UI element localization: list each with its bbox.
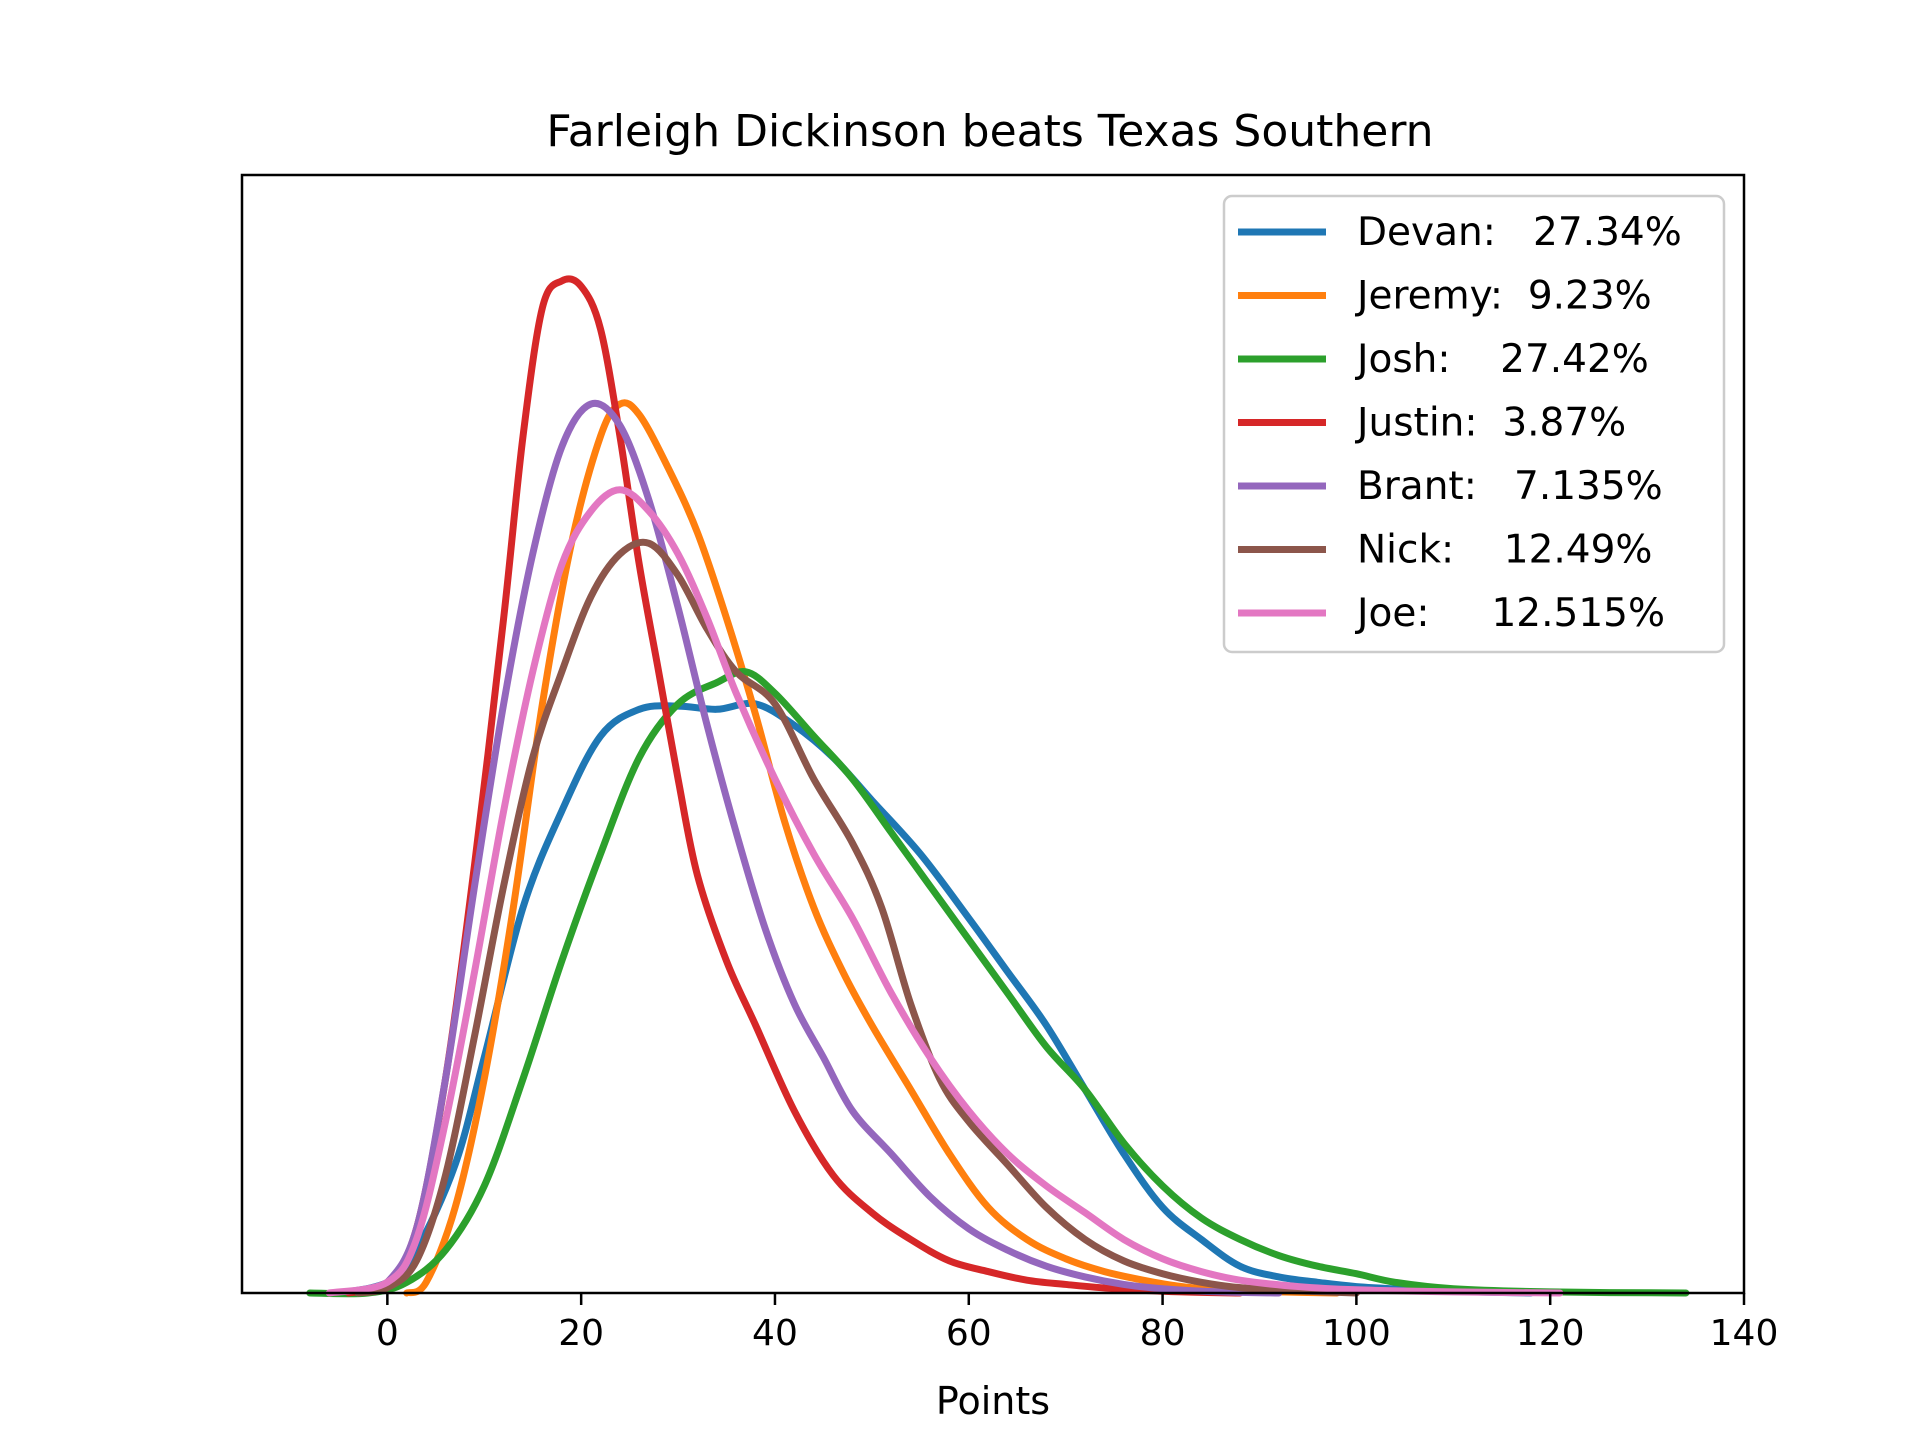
legend: Devan: 27.34% Jeremy: 9.23% Josh: 27.42% Ju… <box>1222 194 1726 654</box>
plot-frame <box>240 173 1746 1295</box>
chart-title: Farleigh Dickinson beats Texas Southern <box>546 106 1433 157</box>
legend-label: Nick: 12.49% <box>1357 528 1652 573</box>
legend-label: Josh: 27.42% <box>1354 337 1649 382</box>
x-axis-label: Points <box>936 1379 1050 1423</box>
series-layer <box>306 275 1690 1298</box>
x-tick-label: 100 <box>1322 1313 1391 1354</box>
series-line-justin <box>345 275 1244 1297</box>
x-axis: 0 20 40 60 80 100 120 140 <box>376 1293 1778 1354</box>
x-tick-label: 60 <box>946 1313 992 1354</box>
series-line-brant <box>354 399 1283 1297</box>
legend-label: Devan: 27.34% <box>1357 210 1682 255</box>
series-line-nick <box>354 538 1360 1297</box>
x-tick-label: 80 <box>1140 1313 1186 1354</box>
legend-box <box>1222 194 1726 654</box>
legend-label: Jeremy: 9.23% <box>1354 274 1652 319</box>
x-tick-label: 140 <box>1710 1313 1779 1354</box>
series-line-joe <box>325 486 1564 1297</box>
x-tick-label: 0 <box>376 1313 399 1354</box>
legend-label: Joe: 12.515% <box>1354 591 1665 636</box>
x-tick-label: 40 <box>752 1313 798 1354</box>
legend-label: Brant: 7.135% <box>1357 464 1663 509</box>
x-tick-label: 20 <box>558 1313 604 1354</box>
series-line-josh <box>306 668 1690 1298</box>
series-line-jeremy <box>403 399 1341 1297</box>
x-tick-label: 120 <box>1516 1313 1585 1354</box>
legend-label: Justin: 3.87% <box>1354 401 1626 446</box>
